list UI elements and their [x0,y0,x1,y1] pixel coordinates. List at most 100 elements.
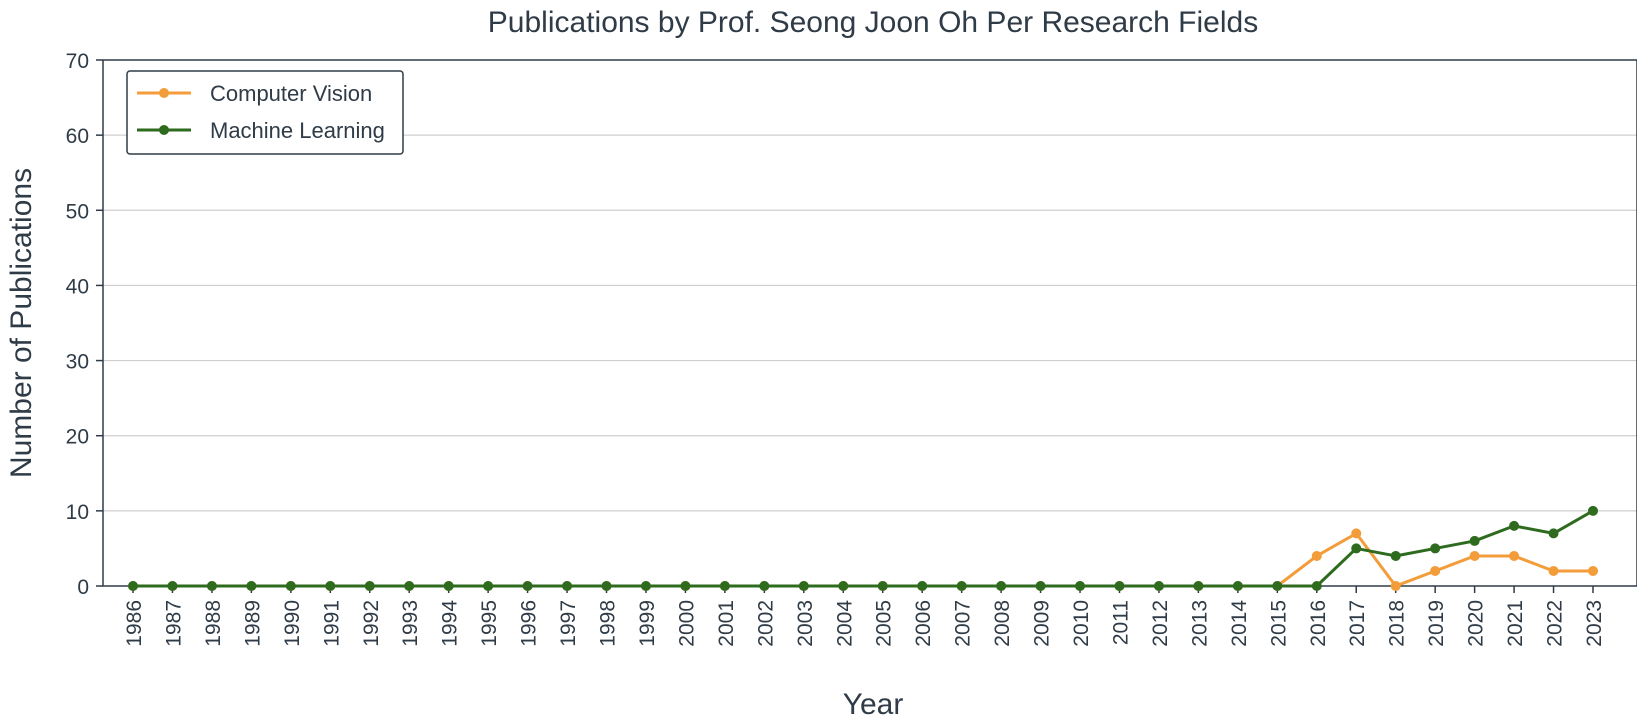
data-point [1588,505,1598,516]
data-point [956,581,967,591]
data-point [1311,550,1322,561]
data-point [404,581,415,591]
x-tick-label: 2001 [715,600,738,647]
x-tick-label: 1997 [557,600,580,647]
data-point [1272,581,1283,591]
x-tick-label: 2005 [873,600,896,647]
data-point [1430,543,1441,554]
x-tick-label: 1986 [123,600,146,647]
y-tick-label: 70 [66,50,89,73]
chart-title: Publications by Prof. Seong Joon Oh Per … [488,6,1258,39]
data-point [443,581,454,591]
x-tick-label: 1996 [518,600,541,647]
x-tick-label: 2008 [991,600,1014,647]
series-0 [128,528,1598,591]
data-point [798,581,809,591]
x-tick-label: 2023 [1583,600,1606,647]
x-tick-label: 1987 [162,600,185,647]
y-tick-label: 50 [66,200,89,223]
x-axis-label: Year [843,688,904,721]
x-tick-label: 1990 [281,600,304,647]
data-point [1075,581,1086,591]
series-1 [128,505,1598,591]
x-tick-label: 2007 [952,600,975,647]
x-tick-label: 2011 [1109,600,1132,645]
x-tick-label: 2003 [794,600,817,647]
gridlines [103,134,1637,512]
x-tick-label: 2017 [1346,600,1369,647]
data-point [838,581,849,591]
data-point [1153,581,1164,591]
x-tick-label: 2000 [675,600,698,647]
data-point [1588,565,1598,576]
data-point [1548,565,1559,576]
data-point [759,581,770,591]
data-point [364,581,375,591]
y-tick-label: 20 [66,426,89,449]
x-tick-label: 1995 [478,600,501,647]
data-point [325,581,336,591]
data-point [128,581,138,591]
data-point [1035,581,1046,591]
legend-box [126,70,404,155]
legend-marker [159,88,169,98]
x-tick-label: 2009 [1031,600,1054,647]
x-tick-label: 2018 [1386,600,1409,647]
x-tick-label: 2016 [1307,600,1330,647]
x-axis: 1986 1987 1988 1989 1990 1991 1992 1993 1994 1995… [123,586,1606,647]
data-point [917,581,928,591]
data-point [1232,581,1243,591]
legend-marker [159,125,169,135]
x-tick-label: 2002 [754,600,777,647]
data-point [1114,581,1125,591]
data-point [1351,528,1362,539]
x-tick-label: 1994 [439,600,462,647]
series-line [133,509,1594,588]
legend-label: Computer Vision [210,81,372,106]
data-point [996,581,1007,591]
data-point [1193,581,1204,591]
x-tick-label: 2020 [1465,600,1488,647]
data-point [206,581,217,591]
series-layer [128,505,1598,591]
y-tick-label: 60 [66,125,89,148]
x-tick-label: 2022 [1544,600,1567,647]
x-tick-label: 2010 [1070,600,1093,647]
data-point [680,581,691,591]
data-point [1390,581,1401,591]
x-tick-label: 1993 [399,600,422,647]
x-tick-label: 1992 [360,600,383,647]
x-tick-label: 2014 [1228,600,1251,647]
data-point [285,581,296,591]
data-point [246,581,257,591]
x-tick-label: 1998 [597,600,620,647]
data-point [167,581,178,591]
data-point [1430,565,1441,576]
y-tick-label: 0 [77,576,89,599]
y-tick-label: 30 [66,351,89,374]
x-tick-label: 2012 [1149,600,1172,647]
y-axis: 0 10 20 30 40 50 60 70 [66,50,103,599]
data-point [1548,528,1559,539]
x-tick-label: 1999 [636,600,659,647]
data-point [1351,543,1362,554]
data-point [1509,520,1520,531]
x-tick-label: 2006 [912,600,935,647]
x-tick-label: 1991 [320,600,343,647]
x-tick-label: 2019 [1425,600,1448,647]
x-tick-label: 2021 [1504,600,1527,647]
data-point [1469,535,1480,546]
data-point [1509,550,1520,561]
data-point [522,581,533,591]
legend: Computer Vision Machine Learning [126,70,404,155]
data-point [640,581,651,591]
x-tick-label: 1989 [241,600,264,647]
data-point [877,581,888,591]
y-tick-label: 10 [66,501,89,524]
x-tick-label: 2004 [833,600,856,647]
data-point [1469,550,1480,561]
x-tick-label: 2015 [1267,600,1290,647]
y-axis-label: Number of Publications [5,168,38,478]
y-tick-label: 40 [66,275,89,298]
